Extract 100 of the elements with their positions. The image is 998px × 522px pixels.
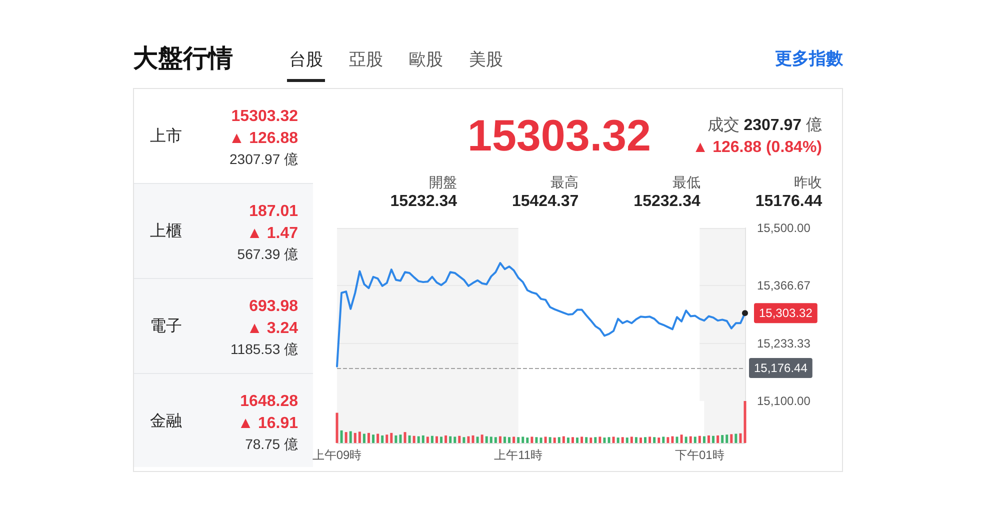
bar xyxy=(476,436,479,443)
chart-title: 大盤行情 xyxy=(133,44,233,74)
x-tick-label: 下午01時 xyxy=(674,448,724,462)
bar xyxy=(376,434,380,443)
bar xyxy=(522,436,524,443)
bar xyxy=(612,436,615,443)
text: ▲ 3.24 xyxy=(246,320,298,338)
bar xyxy=(707,435,710,443)
text: 15,303.32 xyxy=(759,306,813,320)
bar xyxy=(726,434,728,443)
bar xyxy=(358,432,361,443)
y-tick-label: 15,100.00 xyxy=(757,394,811,408)
bar xyxy=(684,436,688,443)
bar xyxy=(340,430,343,443)
bar xyxy=(634,437,638,443)
text: 上市 xyxy=(150,128,182,146)
text: 最高 xyxy=(550,174,579,190)
bar xyxy=(354,432,356,443)
text: 693.98 xyxy=(249,298,298,316)
bar xyxy=(571,437,574,443)
bar xyxy=(730,434,733,443)
text: ▲ 16.91 xyxy=(238,414,298,434)
bar xyxy=(422,435,424,443)
bar xyxy=(530,436,534,443)
bar xyxy=(716,435,720,443)
bar xyxy=(734,434,738,443)
bar xyxy=(349,431,352,443)
bar xyxy=(526,438,529,443)
ref-line-label: 15,176.44 xyxy=(754,360,808,375)
bar xyxy=(512,436,516,443)
bar xyxy=(689,436,692,443)
bar xyxy=(658,438,660,443)
text: 更多指數 xyxy=(775,49,843,69)
text: 昨收 xyxy=(794,174,822,190)
bar xyxy=(662,436,665,443)
bar xyxy=(544,436,547,443)
bar xyxy=(558,437,560,443)
bar xyxy=(467,436,470,443)
bar xyxy=(630,436,633,443)
text: 電子 xyxy=(150,318,182,336)
bar xyxy=(404,432,406,443)
text: 15176.44 xyxy=(755,192,822,212)
text: 美股 xyxy=(469,50,503,70)
text: 15424.37 xyxy=(512,192,579,212)
bar xyxy=(390,432,393,443)
bar xyxy=(702,436,706,443)
text: 最低 xyxy=(672,174,700,190)
text: ▲ 126.88 (0.84%) xyxy=(692,138,822,158)
bar xyxy=(394,435,398,443)
bar xyxy=(435,436,438,443)
bar xyxy=(449,436,452,443)
bar xyxy=(503,436,506,443)
x-tick-label: 上午09時 xyxy=(312,448,362,462)
bar xyxy=(430,436,434,443)
text: 15303.32 xyxy=(231,108,298,126)
bar xyxy=(336,412,338,443)
bar xyxy=(721,435,724,443)
bar xyxy=(653,437,656,443)
bar xyxy=(698,436,701,443)
bar xyxy=(739,433,742,443)
bar xyxy=(417,436,420,443)
y-tick-label: 15,500.00 xyxy=(757,221,811,235)
text: 15232.34 xyxy=(634,192,700,212)
bar xyxy=(498,436,502,443)
text: 187.01 xyxy=(249,202,298,222)
bar xyxy=(603,438,606,443)
bar xyxy=(426,436,429,443)
bar xyxy=(381,435,384,443)
text: 567.39 億 xyxy=(237,246,298,262)
bar xyxy=(548,437,552,443)
bar xyxy=(412,436,416,443)
bar xyxy=(616,438,620,443)
bar xyxy=(367,432,370,443)
bar xyxy=(712,436,715,443)
bar xyxy=(472,435,474,443)
text: 1185.53 億 xyxy=(230,340,298,358)
text: 78.75 億 xyxy=(245,436,298,452)
bar xyxy=(386,434,388,443)
bar xyxy=(494,437,497,443)
bar xyxy=(744,401,746,443)
bar xyxy=(694,436,696,443)
bar xyxy=(362,434,366,443)
bar xyxy=(517,437,520,443)
y-tick-label: 15,366.67 xyxy=(757,278,811,293)
bar xyxy=(399,434,402,443)
bar xyxy=(680,434,683,443)
bar xyxy=(462,437,466,443)
bar xyxy=(480,434,484,443)
bar xyxy=(671,436,674,443)
bar xyxy=(644,437,647,443)
bar xyxy=(566,438,570,443)
bar xyxy=(608,437,610,443)
bar xyxy=(553,438,556,443)
bar xyxy=(590,438,592,443)
text: 15303.32 xyxy=(467,112,651,162)
text: 歐股 xyxy=(409,50,443,70)
y-tick-label: 15,233.33 xyxy=(757,336,811,350)
bar xyxy=(576,438,579,443)
bar xyxy=(485,436,488,443)
bar xyxy=(458,436,461,443)
